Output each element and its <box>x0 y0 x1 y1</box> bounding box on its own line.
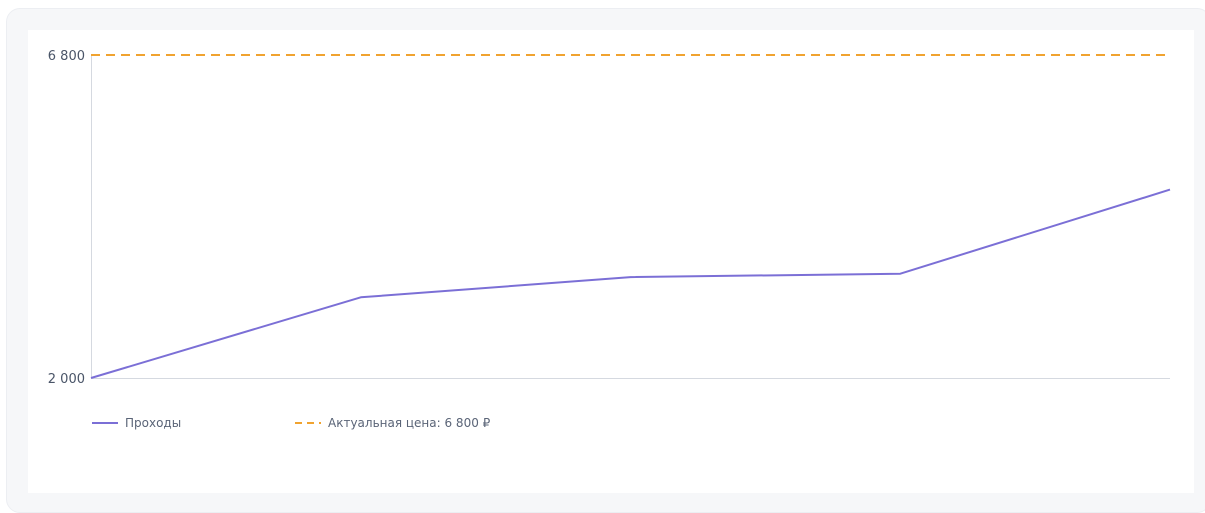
legend-label-passes: Проходы <box>125 416 181 430</box>
legend: Проходы Актуальная цена: 6 800 ₽ <box>92 416 491 430</box>
chart-card <box>28 30 1194 493</box>
y-tick-labels: 6 800 2 000 <box>48 49 85 387</box>
legend-item-passes[interactable]: Проходы <box>92 416 181 430</box>
series-group <box>90 54 1171 379</box>
y-tick-label-max: 6 800 <box>48 49 85 64</box>
y-tick-label-min: 2 000 <box>48 372 85 387</box>
legend-label-actual-price: Актуальная цена: 6 800 ₽ <box>328 416 491 430</box>
series-line-passes <box>90 188 1171 379</box>
legend-item-actual-price[interactable]: Актуальная цена: 6 800 ₽ <box>295 416 491 430</box>
